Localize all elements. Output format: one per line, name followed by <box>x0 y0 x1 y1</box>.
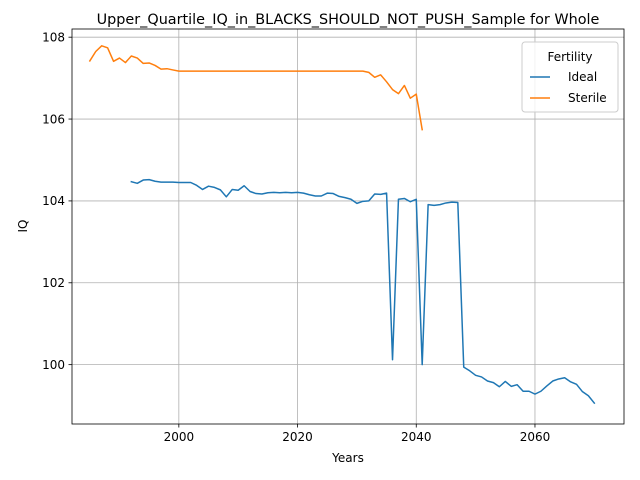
legend-label-ideal: Ideal <box>568 70 597 84</box>
x-tick-label: 2060 <box>520 430 551 444</box>
x-tick-label: 2000 <box>164 430 195 444</box>
x-tick-label: 2040 <box>401 430 432 444</box>
series-layer <box>88 45 596 405</box>
x-tick-label: 2020 <box>282 430 313 444</box>
y-tick-label: 102 <box>42 276 65 290</box>
plot-frame <box>71 28 625 425</box>
y-tick-label: 108 <box>42 30 65 44</box>
ticks: 2000 2020 2040 2060 100 102 104 106 108 <box>42 30 550 444</box>
legend-title: Fertility <box>547 50 592 64</box>
series-line-ideal <box>130 178 596 405</box>
chart-title: Upper_Quartile_IQ_in_BLACKS_SHOULD_NOT_P… <box>97 12 600 28</box>
legend-box <box>521 41 619 113</box>
y-tick-label: 104 <box>42 194 65 208</box>
y-tick-label: 106 <box>42 112 65 126</box>
legend: Fertility Ideal Sterile <box>521 41 619 113</box>
legend-label-sterile: Sterile <box>568 91 607 105</box>
y-tick-label: 100 <box>42 358 65 372</box>
x-axis-label: Years <box>331 451 364 465</box>
series-line-sterile <box>88 45 424 131</box>
y-axis-label: IQ <box>16 220 30 233</box>
